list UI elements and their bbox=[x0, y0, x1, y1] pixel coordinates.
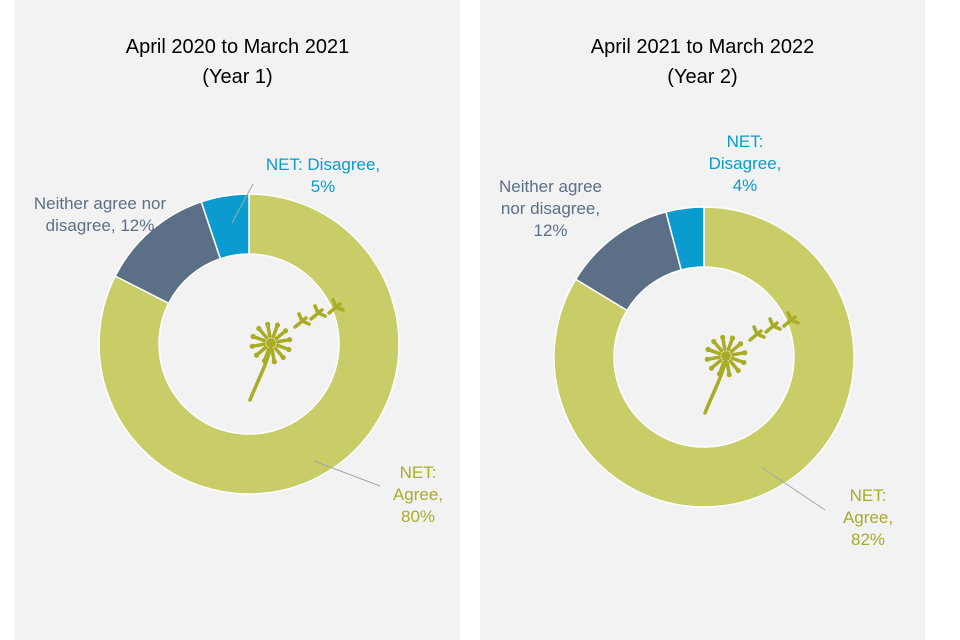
donut-slice-disagree bbox=[200, 193, 250, 260]
chart-subtitle: (Year 2) bbox=[667, 66, 738, 88]
chart-title-text: April 2021 to March 2022 bbox=[590, 36, 815, 58]
chart-panel-year-2: April 2021 to March 2022 (Year 2) NET: A… bbox=[480, 0, 925, 640]
donut-slice-agree bbox=[553, 206, 855, 508]
leader-line-disagree bbox=[231, 183, 254, 224]
dandelion-icon bbox=[248, 298, 345, 402]
donut-slice-agree bbox=[98, 193, 400, 495]
data-label-neither: Neither agree nor disagree, 12% bbox=[498, 177, 602, 240]
data-label-disagree: NET: Disagree, 5% bbox=[265, 155, 381, 196]
chart-title-text: April 2020 to March 2021 bbox=[125, 36, 350, 58]
data-label-agree: NET: Agree, 80% bbox=[392, 463, 444, 526]
donut-chart bbox=[98, 183, 400, 495]
leader-line-agree bbox=[313, 460, 381, 487]
donut-chart bbox=[553, 206, 855, 511]
data-label-disagree: NET: Disagree, 4% bbox=[708, 132, 782, 195]
donut-slice-disagree bbox=[665, 206, 705, 271]
chart-title: April 2020 to March 2021 (Year 1) bbox=[15, 32, 460, 92]
data-label-agree: NET: Agree, 82% bbox=[842, 486, 894, 549]
chart-title: April 2021 to March 2022 (Year 2) bbox=[480, 32, 925, 92]
chart-panel-year-1: April 2020 to March 2021 (Year 1) NET: A… bbox=[15, 0, 460, 640]
chart-subtitle: (Year 1) bbox=[202, 66, 273, 88]
data-label-neither: Neither agree nor disagree, 12% bbox=[33, 194, 167, 235]
dandelion-icon bbox=[703, 311, 800, 415]
leader-line-agree bbox=[760, 466, 826, 511]
